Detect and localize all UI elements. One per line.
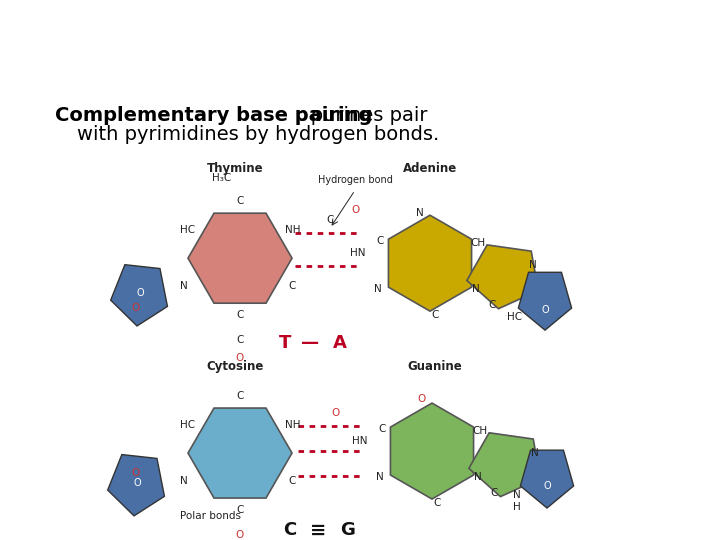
Text: O: O — [331, 408, 339, 418]
Text: H: H — [513, 502, 521, 512]
Text: HN: HN — [352, 436, 368, 446]
Text: C: C — [236, 196, 243, 206]
Text: N: N — [528, 260, 536, 270]
Text: G: G — [341, 521, 356, 539]
Text: O: O — [236, 530, 244, 540]
Text: NH: NH — [285, 420, 301, 430]
Text: T: T — [279, 334, 291, 352]
Text: NH: NH — [285, 225, 301, 235]
Text: A: A — [333, 334, 347, 352]
Text: C: C — [288, 476, 296, 486]
Text: Hydrogen bond: Hydrogen bond — [318, 176, 392, 185]
Text: C: C — [288, 281, 296, 291]
Polygon shape — [518, 272, 572, 330]
Text: HC: HC — [181, 420, 196, 430]
Text: C: C — [377, 236, 384, 246]
Polygon shape — [108, 455, 164, 516]
Text: N: N — [513, 490, 521, 500]
Text: Complementary base pairing: Complementary base pairing — [55, 106, 372, 125]
Text: Thymine: Thymine — [207, 162, 264, 175]
Polygon shape — [521, 450, 574, 508]
Text: with pyrimidines by hydrogen bonds.: with pyrimidines by hydrogen bonds. — [77, 125, 439, 144]
Polygon shape — [188, 408, 292, 498]
Text: Polar bonds: Polar bonds — [179, 511, 240, 521]
Polygon shape — [388, 215, 472, 311]
Text: Cytosine: Cytosine — [207, 360, 264, 373]
Text: : purines pair: : purines pair — [298, 106, 428, 125]
Text: ≡: ≡ — [310, 521, 326, 539]
Polygon shape — [467, 245, 539, 309]
Text: H₃C: H₃C — [212, 173, 232, 183]
Text: N: N — [474, 472, 482, 482]
Text: HC: HC — [507, 312, 522, 322]
Text: O: O — [351, 205, 359, 215]
Text: O: O — [136, 288, 144, 298]
Text: N: N — [416, 208, 424, 218]
Text: C: C — [236, 335, 243, 345]
Text: Adenine: Adenine — [403, 162, 457, 175]
Text: N: N — [180, 476, 188, 486]
Text: O: O — [418, 394, 426, 404]
Text: O: O — [541, 305, 549, 315]
Text: C: C — [489, 300, 496, 310]
Text: HN: HN — [350, 248, 366, 258]
Text: Acids?: Acids? — [13, 38, 73, 56]
Text: O: O — [543, 481, 551, 491]
Text: CH: CH — [472, 426, 487, 436]
Text: N: N — [180, 281, 188, 291]
Text: 4.1 What Are the Chemical Structures and Functions of Nucleic: 4.1 What Are the Chemical Structures and… — [13, 22, 603, 40]
Text: C: C — [326, 215, 333, 225]
Text: N: N — [472, 284, 480, 294]
Polygon shape — [188, 213, 292, 303]
Polygon shape — [390, 403, 474, 499]
Polygon shape — [111, 265, 168, 326]
Text: N: N — [376, 472, 384, 482]
Text: CH: CH — [470, 238, 485, 248]
Text: C: C — [431, 310, 438, 320]
Text: O: O — [131, 303, 139, 313]
Text: —: — — [301, 334, 319, 352]
Text: C: C — [491, 488, 498, 498]
Text: C: C — [284, 521, 297, 539]
Text: HC: HC — [181, 225, 196, 235]
Text: C: C — [236, 505, 243, 515]
Text: O: O — [133, 478, 141, 488]
Text: Guanine: Guanine — [408, 360, 462, 373]
Text: C: C — [433, 498, 441, 508]
Text: C: C — [378, 424, 386, 434]
Text: C: C — [236, 310, 243, 320]
Text: O: O — [236, 353, 244, 363]
Text: C: C — [236, 391, 243, 401]
Polygon shape — [469, 433, 540, 497]
Text: N: N — [531, 448, 539, 458]
Text: N: N — [374, 284, 382, 294]
Text: O: O — [131, 468, 139, 478]
